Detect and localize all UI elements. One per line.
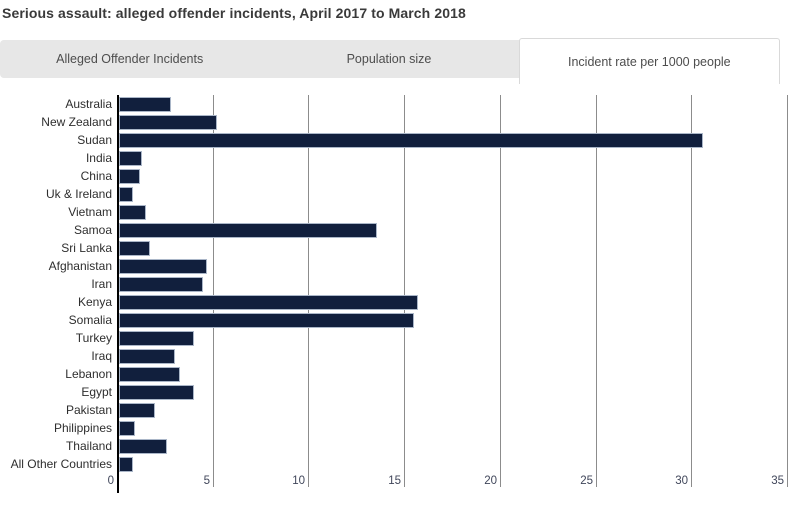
x-axis-labels: 0 5 10 15 20 25 30 35 <box>108 475 788 491</box>
tab-label: Alleged Offender Incidents <box>56 52 204 66</box>
bar-vietnam <box>119 205 146 220</box>
bar-pakistan <box>119 403 155 418</box>
y-axis-label-kenya: Kenya <box>77 295 112 309</box>
x-tick-label-30: 30 <box>675 475 688 487</box>
x-tick-label-10: 10 <box>292 475 305 487</box>
y-axis-label-all-other-countries: All Other Countries <box>10 457 112 471</box>
bar-kenya <box>119 295 418 310</box>
x-tick-label-35: 35 <box>771 475 784 487</box>
y-axis-label-vietnam: Vietnam <box>68 205 112 219</box>
y-axis-label-lebanon: Lebanon <box>65 367 112 381</box>
y-axis-line <box>117 95 119 493</box>
bar-all-other-countries <box>119 457 133 472</box>
chart-title: Serious assault: alleged offender incide… <box>2 5 466 21</box>
gridline-35 <box>787 95 788 487</box>
bar-egypt <box>119 385 194 400</box>
x-tick-label-20: 20 <box>484 475 497 487</box>
bar-australia <box>119 97 171 112</box>
y-axis-label-egypt: Egypt <box>81 385 112 399</box>
tab-alleged-offender-incidents[interactable]: Alleged Offender Incidents <box>0 40 259 78</box>
gridline-20 <box>500 95 501 487</box>
gridline-30 <box>691 95 692 487</box>
plot-area <box>117 95 788 493</box>
tab-label: Incident rate per 1000 people <box>568 54 731 69</box>
tab-label: Population size <box>346 52 432 66</box>
y-axis-label-afghanistan: Afghanistan <box>48 259 112 273</box>
y-axis-label-samoa: Samoa <box>73 223 112 237</box>
y-axis-label-philippines: Philippines <box>53 421 112 435</box>
gridline-25 <box>596 95 597 487</box>
tab-population-size[interactable]: Population size <box>259 40 518 78</box>
y-axis-label-uk-ireland: Uk & Ireland <box>45 187 112 201</box>
bar-afghanistan <box>119 259 207 274</box>
bar-china <box>119 169 140 184</box>
y-axis-label-sudan: Sudan <box>77 133 112 147</box>
y-axis-label-pakistan: Pakistan <box>65 403 112 417</box>
y-axis-label-iraq: Iraq <box>91 349 112 363</box>
bar-lebanon <box>119 367 180 382</box>
bar-iraq <box>119 349 175 364</box>
y-axis-label-australia: Australia <box>65 97 112 111</box>
gridline-5 <box>213 95 214 487</box>
y-axis-label-somalia: Somalia <box>68 313 112 327</box>
x-tick-label-5: 5 <box>203 475 210 487</box>
bar-chart: Australia New Zealand Sudan India China Uk & … <box>0 80 789 509</box>
y-axis-label-china: China <box>80 169 112 183</box>
y-axis-label-sri-lanka: Sri Lanka <box>61 241 112 255</box>
bar-samoa <box>119 223 377 238</box>
bar-philippines <box>119 421 135 436</box>
bar-somalia <box>119 313 414 328</box>
bar-thailand <box>119 439 167 454</box>
y-axis-label-iran: Iran <box>91 277 112 291</box>
tab-incident-rate-per-1000-people[interactable]: Incident rate per 1000 people <box>518 38 780 84</box>
x-tick-label-15: 15 <box>388 475 401 487</box>
y-axis-label-new-zealand: New Zealand <box>41 115 112 129</box>
tab-bar: Alleged Offender Incidents Population si… <box>0 38 780 84</box>
y-axis-label-thailand: Thailand <box>65 439 112 453</box>
gridline-10 <box>308 95 309 487</box>
bar-new-zealand <box>119 115 217 130</box>
gridline-15 <box>404 95 405 487</box>
bar-sri-lanka <box>119 241 150 256</box>
x-tick-label-0: 0 <box>107 475 114 487</box>
bar-uk-ireland <box>119 187 133 202</box>
y-axis-label-india: India <box>85 151 112 165</box>
bar-turkey <box>119 331 194 346</box>
x-tick-label-25: 25 <box>580 475 593 487</box>
bar-iran <box>119 277 203 292</box>
bar-india <box>119 151 142 166</box>
bar-sudan <box>119 133 703 148</box>
y-axis-label-turkey: Turkey <box>75 331 112 345</box>
